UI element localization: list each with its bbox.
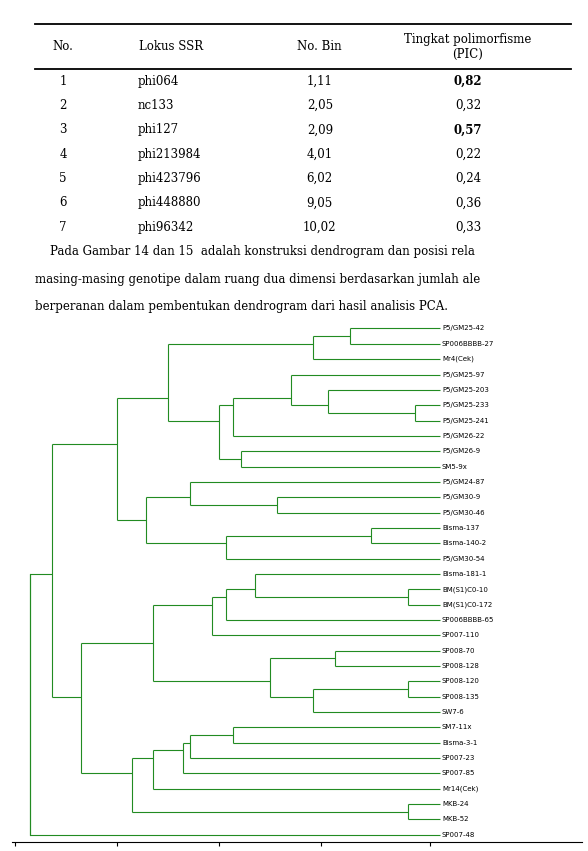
Text: P5/GM25-241: P5/GM25-241 bbox=[442, 418, 489, 424]
Text: 0,24: 0,24 bbox=[455, 172, 481, 185]
Text: MKB-24: MKB-24 bbox=[442, 801, 469, 807]
Text: 2,09: 2,09 bbox=[307, 123, 333, 136]
Text: phi064: phi064 bbox=[137, 75, 179, 88]
Text: phi96342: phi96342 bbox=[137, 220, 193, 233]
Text: 0,33: 0,33 bbox=[455, 220, 481, 233]
Text: Mr14(Cek): Mr14(Cek) bbox=[442, 785, 478, 792]
Text: 5: 5 bbox=[59, 172, 67, 185]
Text: 0,32: 0,32 bbox=[455, 100, 481, 112]
Text: Bisma-181-1: Bisma-181-1 bbox=[442, 571, 486, 577]
Text: SP007-85: SP007-85 bbox=[442, 770, 475, 776]
Text: P5/GM24-87: P5/GM24-87 bbox=[442, 479, 485, 485]
Text: Mr4(Cek): Mr4(Cek) bbox=[442, 356, 474, 363]
Text: 6,02: 6,02 bbox=[307, 172, 333, 185]
Text: Tingkat polimorfisme
(PIC): Tingkat polimorfisme (PIC) bbox=[405, 32, 532, 60]
Text: Pada Gambar 14 dan 15  adalah konstruksi dendrogram dan posisi rela: Pada Gambar 14 dan 15 adalah konstruksi … bbox=[35, 245, 475, 258]
Text: P5/GM26-22: P5/GM26-22 bbox=[442, 433, 485, 439]
Text: 4: 4 bbox=[59, 148, 67, 161]
Text: P5/GM25-203: P5/GM25-203 bbox=[442, 387, 489, 393]
Text: No.: No. bbox=[53, 40, 74, 54]
Text: 2,05: 2,05 bbox=[307, 100, 333, 112]
Text: 7: 7 bbox=[59, 220, 67, 233]
Text: BM(S1)C0-10: BM(S1)C0-10 bbox=[442, 586, 488, 592]
Text: 6: 6 bbox=[59, 197, 67, 209]
Text: SW7-6: SW7-6 bbox=[442, 709, 465, 715]
Text: P5/GM25-42: P5/GM25-42 bbox=[442, 325, 484, 332]
Text: 2: 2 bbox=[59, 100, 67, 112]
Text: P5/GM26-9: P5/GM26-9 bbox=[442, 448, 480, 454]
Text: 3: 3 bbox=[59, 123, 67, 136]
Text: 1,11: 1,11 bbox=[307, 75, 333, 88]
Text: MKB-52: MKB-52 bbox=[442, 816, 469, 822]
Text: SP008-120: SP008-120 bbox=[442, 678, 480, 684]
Text: P5/GM25-233: P5/GM25-233 bbox=[442, 403, 489, 408]
Text: SM7-11x: SM7-11x bbox=[442, 724, 472, 730]
Text: masing-masing genotipe dalam ruang dua dimensi berdasarkan jumlah ale: masing-masing genotipe dalam ruang dua d… bbox=[35, 272, 480, 285]
Text: 9,05: 9,05 bbox=[306, 197, 333, 209]
Text: nc133: nc133 bbox=[137, 100, 173, 112]
Text: SP008-135: SP008-135 bbox=[442, 694, 480, 700]
Text: SP008-70: SP008-70 bbox=[442, 648, 475, 654]
Text: 10,02: 10,02 bbox=[303, 220, 336, 233]
Text: 1: 1 bbox=[59, 75, 67, 88]
Text: phi423796: phi423796 bbox=[137, 172, 201, 185]
Text: phi127: phi127 bbox=[137, 123, 178, 136]
Text: berperanan dalam pembentukan dendrogram dari hasil analisis PCA.: berperanan dalam pembentukan dendrogram … bbox=[35, 300, 447, 313]
Text: 0,22: 0,22 bbox=[455, 148, 481, 161]
Text: P5/GM30-9: P5/GM30-9 bbox=[442, 494, 480, 500]
Text: Bisma-137: Bisma-137 bbox=[442, 525, 479, 531]
Text: Bisma-140-2: Bisma-140-2 bbox=[442, 540, 486, 546]
Text: SP007-23: SP007-23 bbox=[442, 755, 475, 761]
Text: 0,82: 0,82 bbox=[454, 75, 482, 88]
Text: BM(S1)C0-172: BM(S1)C0-172 bbox=[442, 602, 492, 608]
Text: SP006BBBB-27: SP006BBBB-27 bbox=[442, 340, 495, 347]
Text: P5/GM25-97: P5/GM25-97 bbox=[442, 372, 485, 378]
Text: SM5-9x: SM5-9x bbox=[442, 464, 468, 470]
Text: 0,36: 0,36 bbox=[455, 197, 481, 209]
Text: 0,57: 0,57 bbox=[454, 123, 482, 136]
Text: No. Bin: No. Bin bbox=[298, 40, 342, 54]
Text: P5/GM30-46: P5/GM30-46 bbox=[442, 510, 485, 516]
Text: SP008-128: SP008-128 bbox=[442, 663, 480, 669]
Text: 4,01: 4,01 bbox=[307, 148, 333, 161]
Text: phi448880: phi448880 bbox=[137, 197, 201, 209]
Text: P5/GM30-54: P5/GM30-54 bbox=[442, 556, 485, 562]
Text: Bisma-3-1: Bisma-3-1 bbox=[442, 740, 477, 745]
Text: Lokus SSR: Lokus SSR bbox=[139, 40, 203, 54]
Text: SP007-110: SP007-110 bbox=[442, 632, 480, 638]
Text: SP006BBBB-65: SP006BBBB-65 bbox=[442, 617, 495, 623]
Text: phi213984: phi213984 bbox=[137, 148, 201, 161]
Text: SP007-48: SP007-48 bbox=[442, 831, 475, 838]
